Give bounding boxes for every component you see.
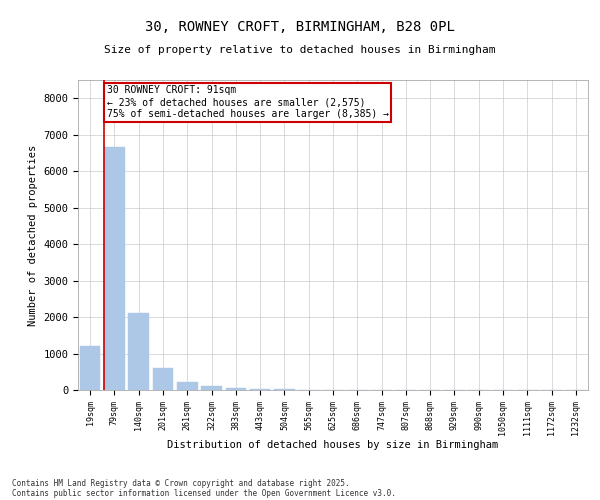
Bar [250,389,271,390]
Bar [80,346,100,390]
Bar [201,386,222,390]
Bar [226,388,246,390]
X-axis label: Distribution of detached houses by size in Birmingham: Distribution of detached houses by size … [167,440,499,450]
Text: 30 ROWNEY CROFT: 91sqm
← 23% of detached houses are smaller (2,575)
75% of semi-: 30 ROWNEY CROFT: 91sqm ← 23% of detached… [107,86,389,118]
Bar [177,382,197,390]
Text: Contains HM Land Registry data © Crown copyright and database right 2025.: Contains HM Land Registry data © Crown c… [12,478,350,488]
Bar [104,148,125,390]
Text: Size of property relative to detached houses in Birmingham: Size of property relative to detached ho… [104,45,496,55]
Bar [152,368,173,390]
Y-axis label: Number of detached properties: Number of detached properties [28,144,38,326]
Text: 30, ROWNEY CROFT, BIRMINGHAM, B28 0PL: 30, ROWNEY CROFT, BIRMINGHAM, B28 0PL [145,20,455,34]
Bar [128,314,149,390]
Text: Contains public sector information licensed under the Open Government Licence v3: Contains public sector information licen… [12,488,396,498]
